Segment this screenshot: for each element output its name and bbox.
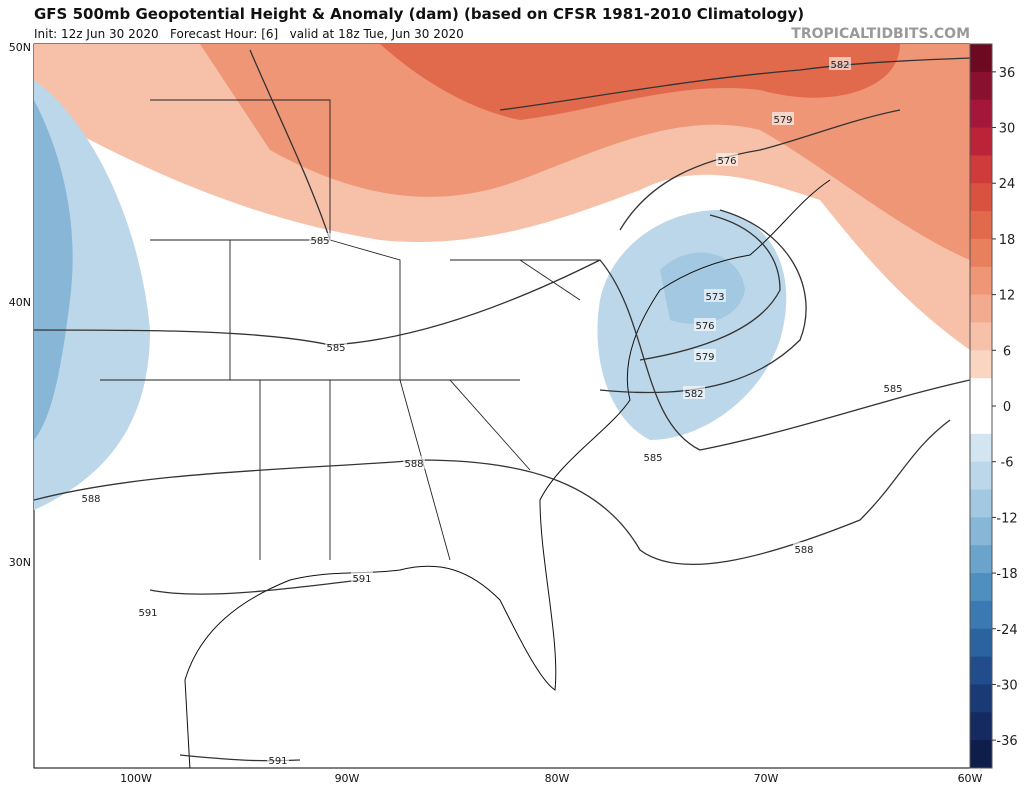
contour-label: 591	[268, 756, 287, 767]
contour-label: 588	[794, 545, 813, 556]
map	[33, 43, 971, 769]
contour-label-bg	[694, 318, 716, 331]
colorbar-bin	[970, 211, 992, 240]
contour-label-bg	[694, 349, 716, 362]
contour-label-bg	[137, 605, 159, 618]
contour-label: 585	[883, 384, 902, 395]
colorbar-bin	[970, 71, 992, 101]
colorbar-bin	[970, 350, 992, 379]
colorbar-bin	[970, 155, 992, 184]
colorbar-bin	[970, 433, 992, 463]
colorbar-label: 24	[999, 177, 1016, 192]
contour-label-bg	[403, 456, 425, 469]
contour-label: 579	[695, 352, 714, 363]
contour-label: 576	[717, 156, 736, 167]
contour-label: 576	[695, 321, 714, 332]
colorbar-bin	[970, 628, 992, 658]
contour-label-bg	[309, 233, 331, 246]
contour-label-bg	[829, 57, 851, 70]
contour-label-bg	[716, 153, 738, 166]
lon-label: 70W	[754, 772, 779, 785]
contour-label: 588	[404, 459, 423, 470]
colorbar-bin	[970, 238, 992, 268]
colorbar-bin	[970, 573, 992, 602]
contour-label: 585	[326, 343, 345, 354]
colorbar-bin	[970, 406, 992, 435]
lat-label: 30N	[9, 556, 31, 569]
lon-label: 60W	[958, 772, 983, 785]
colorbar-bin	[970, 740, 992, 769]
colorbar-bin	[970, 99, 992, 129]
title: GFS 500mb Geopotential Height & Anomaly …	[34, 5, 804, 23]
colorbar-bin	[970, 712, 992, 741]
contour-label: 573	[705, 292, 724, 303]
colorbar-bin	[970, 266, 992, 296]
contour-label-bg	[351, 571, 373, 584]
colorbar-label: 0	[1003, 400, 1011, 415]
colorbar-label: -18	[996, 567, 1017, 582]
contour-label-bg	[793, 542, 815, 555]
contour-label: 591	[138, 608, 157, 619]
colorbar-bin	[970, 322, 992, 351]
colorbar-label: 36	[999, 66, 1016, 81]
colorbar-bin	[970, 378, 992, 407]
contour-label-bg	[772, 112, 794, 125]
colorbar-label: -30	[996, 678, 1017, 693]
colorbar: 36 30 24 18 12 6 0 -6 -12 -18 -24 -30 -36	[969, 43, 1018, 769]
colorbar-bin	[970, 517, 992, 546]
contour-label: 579	[773, 115, 792, 126]
colorbar-bin	[970, 183, 992, 212]
lon-label: 100W	[120, 772, 152, 785]
colorbar-bin	[970, 44, 992, 73]
colorbar-label: 30	[999, 122, 1016, 137]
contour-label-bg	[882, 381, 904, 394]
colorbar-bin	[970, 600, 992, 630]
colorbar-label: -24	[996, 623, 1017, 638]
contour-label-bg	[704, 289, 726, 302]
colorbar-label: -12	[996, 511, 1017, 526]
colorbar-label: -6	[1001, 456, 1014, 471]
colorbar-bin	[970, 294, 992, 323]
contour-label: 582	[684, 389, 703, 400]
contour-label-bg	[325, 340, 347, 353]
contour-label: 591	[352, 574, 371, 585]
lat-label: 40N	[9, 296, 31, 309]
colorbar-label: 6	[1003, 344, 1011, 359]
colorbar-bin	[970, 545, 992, 574]
lon-label: 90W	[335, 772, 360, 785]
colorbar-label: -36	[996, 734, 1017, 749]
colorbar-label: 18	[999, 233, 1016, 248]
colorbar-label: 12	[999, 289, 1016, 304]
contour-label-bg	[683, 386, 705, 399]
colorbar-bin	[970, 656, 992, 685]
contour-label-bg	[80, 491, 102, 504]
colorbar-bin	[970, 489, 992, 518]
contour-label: 585	[310, 236, 329, 247]
colorbar-bin	[970, 461, 992, 491]
contour-label-bg	[642, 450, 664, 463]
contour-label-bg	[267, 753, 289, 766]
lon-label: 80W	[545, 772, 570, 785]
lat-label: 50N	[9, 41, 31, 54]
contour-label: 588	[81, 494, 100, 505]
site-credit: TROPICALTIDBITS.COM	[791, 26, 970, 42]
colorbar-bin	[970, 684, 992, 713]
colorbar-bin	[970, 127, 992, 156]
contour-label: 582	[830, 60, 849, 71]
contour-label: 585	[643, 453, 662, 464]
subtitle: Init: 12z Jun 30 2020 Forecast Hour: [6]…	[34, 27, 464, 41]
